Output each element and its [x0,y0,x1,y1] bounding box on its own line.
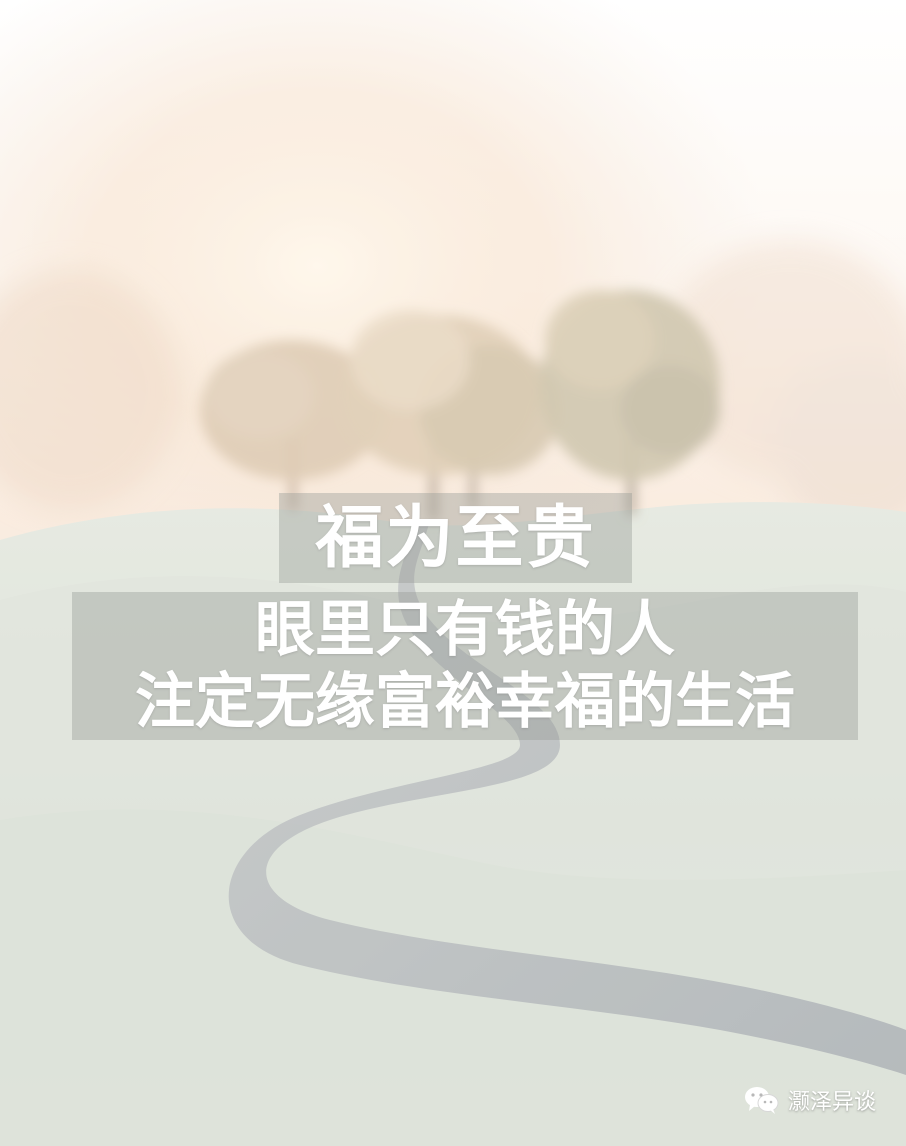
subtitle-block: 眼里只有钱的人 注定无缘富裕幸福的生活 [72,592,858,740]
headline: 福为至贵 [279,493,632,583]
winding-path [228,520,906,1075]
trees [200,290,720,520]
subtitle-line-2: 注定无缘富裕幸福的生活 [135,667,795,737]
subtitle-line-1: 眼里只有钱的人 [255,595,675,665]
watermark: 灏泽异谈 [744,1082,876,1118]
distant-trees [0,240,906,530]
watermark-text: 灏泽异谈 [787,1090,876,1115]
wechat-icon [744,1085,780,1115]
